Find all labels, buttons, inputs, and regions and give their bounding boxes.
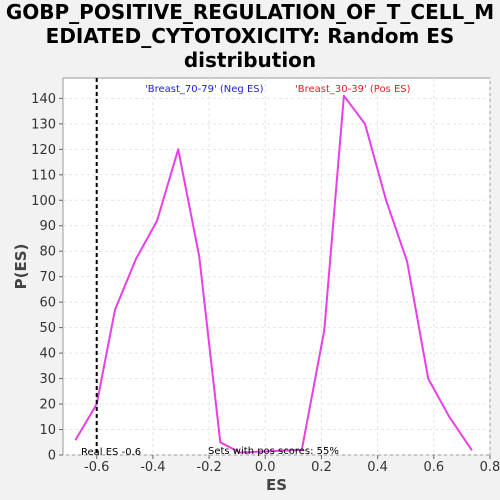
es-distribution-line bbox=[74, 94, 473, 454]
x-tick-label: -0.2 bbox=[196, 460, 221, 475]
data-point bbox=[177, 148, 179, 151]
plot-area bbox=[62, 77, 491, 456]
grid-layer bbox=[63, 78, 491, 456]
data-point bbox=[135, 258, 137, 260]
x-axis-title: ES bbox=[266, 476, 287, 494]
neg-es-legend-label: 'Breast_70-79' (Neg ES) bbox=[145, 84, 264, 95]
data-point bbox=[323, 329, 326, 331]
data-point bbox=[364, 123, 366, 125]
y-tick-label: 70 bbox=[39, 270, 56, 285]
y-tick-label: 40 bbox=[39, 347, 56, 362]
data-point bbox=[198, 255, 201, 258]
y-tick-label: 0 bbox=[48, 449, 56, 464]
x-tick-label: 0.0 bbox=[255, 460, 276, 475]
data-point bbox=[448, 415, 451, 418]
data-point bbox=[427, 377, 429, 380]
x-tick-label: -0.4 bbox=[140, 460, 165, 475]
y-tick-label: 10 bbox=[39, 423, 56, 438]
data-point bbox=[385, 199, 387, 202]
data-point bbox=[239, 451, 241, 454]
x-tick-label: 0.8 bbox=[480, 460, 500, 475]
y-tick-label: 110 bbox=[31, 168, 56, 183]
x-tick-label: 0.2 bbox=[311, 460, 332, 475]
data-point bbox=[156, 219, 158, 222]
axis-layer: 0 10 20 30 40 50 60 70 80 90 100 110 120 130 140 -0.6 -0… bbox=[31, 92, 500, 475]
y-tick-label: 50 bbox=[39, 321, 56, 336]
data-point bbox=[114, 309, 116, 311]
y-tick-label: 60 bbox=[39, 296, 56, 311]
data-point bbox=[406, 260, 408, 263]
data-point bbox=[219, 441, 222, 444]
y-tick-label: 100 bbox=[31, 194, 56, 209]
chart-title-line-2: EDIATED_CYTOTOXICITY: Random ES bbox=[45, 24, 455, 48]
x-tick-label: -0.6 bbox=[84, 460, 109, 475]
y-tick-label: 120 bbox=[31, 143, 56, 158]
pos-es-legend-label: 'Breast_30-39' (Pos ES) bbox=[295, 84, 411, 95]
chart-title: GOBP_POSITIVE_REGULATION_OF_T_CELL_M EDI… bbox=[0, 0, 500, 72]
real-es-label: Real ES -0.6 bbox=[81, 447, 141, 458]
data-point bbox=[74, 438, 77, 441]
chart-title-line-1: GOBP_POSITIVE_REGULATION_OF_T_CELL_M bbox=[5, 0, 495, 24]
y-tick-label: 30 bbox=[39, 372, 56, 387]
y-axis-title: P(ES) bbox=[12, 244, 30, 290]
y-tick-label: 140 bbox=[31, 92, 56, 107]
y-tick-label: 80 bbox=[39, 245, 56, 260]
data-point bbox=[470, 449, 473, 451]
y-tick-label: 130 bbox=[31, 117, 56, 132]
chart-title-line-3: distribution bbox=[183, 48, 317, 72]
y-tick-label: 20 bbox=[39, 398, 56, 413]
pos-scores-label: Sets with pos scores: 55% bbox=[208, 446, 339, 457]
data-point bbox=[300, 449, 303, 451]
y-tick-label: 90 bbox=[39, 219, 56, 234]
data-point bbox=[343, 95, 345, 97]
x-tick-label: 0.4 bbox=[367, 460, 388, 475]
series-layer bbox=[74, 94, 473, 454]
x-tick-label: 0.6 bbox=[423, 460, 444, 475]
